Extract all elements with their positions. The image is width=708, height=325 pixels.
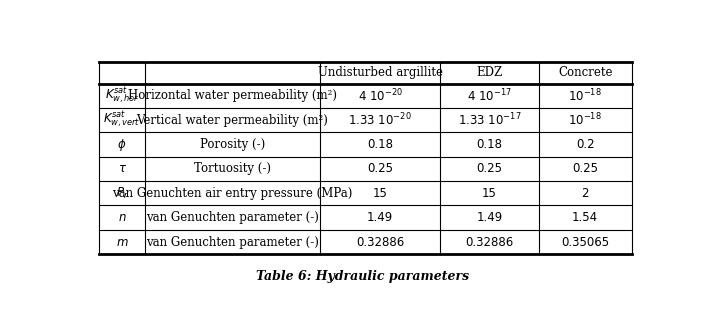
Text: 15: 15 — [373, 187, 388, 200]
Text: $K_{w,vert}^{sat}$: $K_{w,vert}^{sat}$ — [103, 110, 141, 130]
Text: 4 10$^{-17}$: 4 10$^{-17}$ — [467, 87, 512, 104]
Text: $\tau$: $\tau$ — [118, 162, 127, 176]
Text: Concrete: Concrete — [558, 66, 612, 79]
Text: 15: 15 — [482, 187, 497, 200]
Text: $n$: $n$ — [118, 211, 127, 224]
Text: 0.25: 0.25 — [367, 162, 393, 176]
Text: 0.25: 0.25 — [476, 162, 503, 176]
Text: 10$^{-18}$: 10$^{-18}$ — [569, 87, 602, 104]
Text: Undisturbed argillite: Undisturbed argillite — [318, 66, 442, 79]
Text: Vertical water permeability (m²): Vertical water permeability (m²) — [137, 114, 329, 127]
Text: 1.49: 1.49 — [476, 211, 503, 224]
Text: 0.25: 0.25 — [572, 162, 598, 176]
Text: 10$^{-18}$: 10$^{-18}$ — [569, 112, 602, 128]
Text: Porosity (-): Porosity (-) — [200, 138, 266, 151]
Text: 2: 2 — [581, 187, 589, 200]
Text: $m$: $m$ — [116, 236, 128, 249]
Text: 1.33 10$^{-20}$: 1.33 10$^{-20}$ — [348, 112, 412, 128]
Text: 1.33 10$^{-17}$: 1.33 10$^{-17}$ — [457, 112, 521, 128]
Text: 0.32886: 0.32886 — [465, 236, 513, 249]
Text: EDZ: EDZ — [476, 66, 503, 79]
Text: 4 10$^{-20}$: 4 10$^{-20}$ — [358, 87, 403, 104]
Text: 0.18: 0.18 — [476, 138, 503, 151]
Text: 0.35065: 0.35065 — [561, 236, 609, 249]
Text: van Genuchten parameter (-): van Genuchten parameter (-) — [146, 211, 319, 224]
Text: $P_r$: $P_r$ — [115, 186, 129, 201]
Text: van Genuchten air entry pressure (MPa): van Genuchten air entry pressure (MPa) — [113, 187, 353, 200]
Text: Horizontal water permeability (m²): Horizontal water permeability (m²) — [128, 89, 337, 102]
Text: $K_{w,hor}^{sat}$: $K_{w,hor}^{sat}$ — [105, 85, 139, 106]
Text: $\phi$: $\phi$ — [118, 136, 127, 152]
Text: 0.2: 0.2 — [576, 138, 595, 151]
Text: 0.32886: 0.32886 — [356, 236, 404, 249]
Text: van Genuchten parameter (-): van Genuchten parameter (-) — [146, 236, 319, 249]
Text: 1.54: 1.54 — [572, 211, 598, 224]
Text: 0.18: 0.18 — [367, 138, 393, 151]
Text: Tortuosity (-): Tortuosity (-) — [194, 162, 271, 176]
Text: 1.49: 1.49 — [367, 211, 394, 224]
Text: Table 6: Hydraulic parameters: Table 6: Hydraulic parameters — [256, 270, 469, 283]
